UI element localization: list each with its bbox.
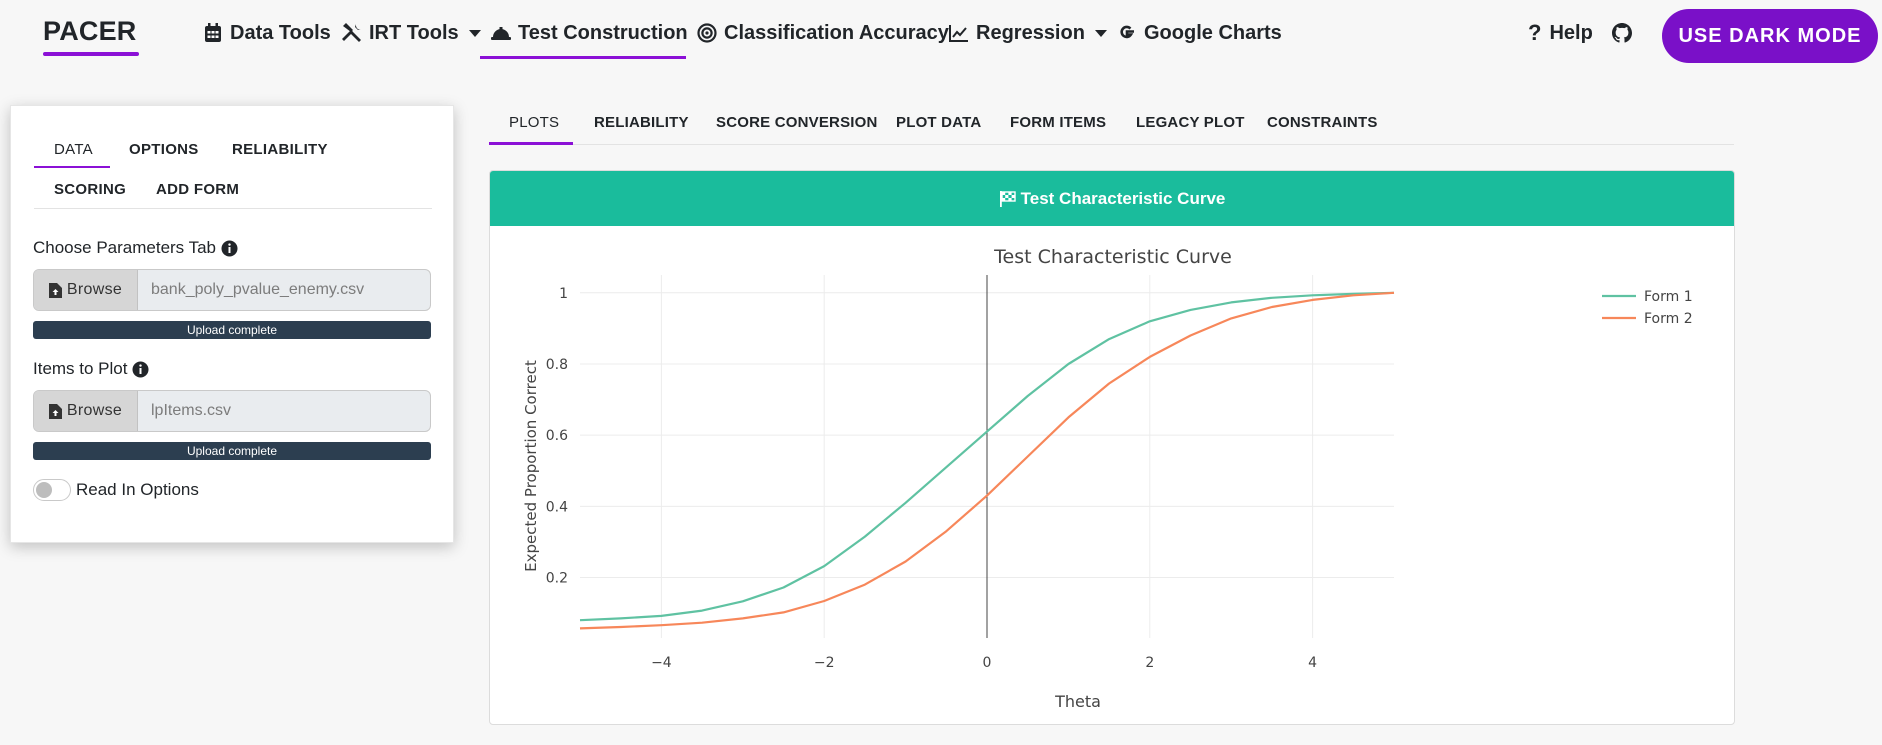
nav-classification-accuracy-label: Classification Accuracy xyxy=(724,21,949,44)
bullseye-icon xyxy=(696,22,718,44)
plot-panel: Test Characteristic Curve Test Character… xyxy=(489,170,1735,725)
y-tick-label: 1 xyxy=(559,286,568,302)
tab-plot-data[interactable]: PLOT DATA xyxy=(896,114,982,131)
y-tick-label: 0.8 xyxy=(546,357,568,373)
parameters-file-name[interactable]: bank_poly_pvalue_enemy.csv xyxy=(151,281,365,298)
main-tabs-divider xyxy=(489,144,1734,145)
legend-label-form-2[interactable]: Form 2 xyxy=(1644,311,1693,327)
brand-logo[interactable]: PACER xyxy=(43,16,137,46)
chevron-down-icon xyxy=(1094,29,1107,37)
info-icon[interactable] xyxy=(221,240,238,257)
items-to-plot-browse-button[interactable]: Browse xyxy=(34,391,138,431)
file-upload-icon xyxy=(48,403,62,419)
sidebar-tab-data[interactable]: DATA xyxy=(54,141,93,158)
items-to-plot-upload-progress: Upload complete xyxy=(33,442,431,460)
nav-data-tools-label: Data Tools xyxy=(230,21,331,44)
nav-classification-accuracy[interactable]: Classification Accuracy xyxy=(696,18,949,48)
y-axis-label: Expected Proportion Correct xyxy=(522,360,540,572)
legend-label-form-1[interactable]: Form 1 xyxy=(1644,289,1693,305)
x-tick-label: 4 xyxy=(1308,655,1317,671)
tab-plots[interactable]: PLOTS xyxy=(509,114,560,131)
plot-panel-title: Test Characteristic Curve xyxy=(1020,188,1226,208)
items-to-plot-file-input[interactable]: Browse lpItems.csv xyxy=(33,390,431,432)
nav-github[interactable] xyxy=(1611,18,1639,48)
chart-title: Test Characteristic Curve xyxy=(993,246,1232,268)
y-tick-label: 0.2 xyxy=(546,571,568,587)
chart-legend[interactable]: Form 1 Form 2 xyxy=(1602,289,1693,327)
sidebar-tab-options[interactable]: OPTIONS xyxy=(129,141,199,158)
x-tick-label: 2 xyxy=(1145,655,1154,671)
sidebar-tabs-divider xyxy=(34,208,432,209)
file-upload-icon xyxy=(48,282,62,298)
nav-test-construction[interactable]: Test Construction xyxy=(490,18,688,48)
top-navbar: PACER Data Tools IRT Tools Test Construc… xyxy=(0,0,1882,64)
line-chart-icon xyxy=(948,22,970,44)
y-tick-label: 0.4 xyxy=(546,499,568,515)
nav-irt-tools[interactable]: IRT Tools xyxy=(341,18,481,48)
google-icon xyxy=(1116,22,1138,44)
nav-test-construction-label: Test Construction xyxy=(518,21,688,44)
plot-panel-header: Test Characteristic Curve xyxy=(490,171,1734,226)
parameters-upload-progress: Upload complete xyxy=(33,321,431,339)
sidebar-tab-reliability[interactable]: RELIABILITY xyxy=(232,141,328,158)
sidebar-panel: DATA OPTIONS RELIABILITY SCORING ADD FOR… xyxy=(10,105,454,543)
nav-google-charts-label: Google Charts xyxy=(1144,21,1282,44)
items-to-plot-field-label: Items to Plot xyxy=(33,359,149,379)
read-in-options-label: Read In Options xyxy=(76,480,199,499)
tools-icon xyxy=(341,22,363,44)
sidebar-active-tab-indicator xyxy=(34,166,110,168)
chevron-down-icon xyxy=(468,29,481,37)
nav-regression-label: Regression xyxy=(976,21,1085,44)
question-icon: ? xyxy=(1528,20,1542,45)
brand-underline xyxy=(43,52,139,56)
sidebar-tab-scoring[interactable]: SCORING xyxy=(54,181,127,198)
toggle-knob xyxy=(36,482,52,498)
parameters-browse-label: Browse xyxy=(66,281,123,298)
nav-help-label: Help xyxy=(1549,21,1593,44)
nav-irt-tools-label: IRT Tools xyxy=(369,21,459,44)
nav-google-charts[interactable]: Google Charts xyxy=(1116,18,1282,48)
chart-axes: −4 −2 0 2 4 0.2 0.4 0.6 0.8 1 xyxy=(546,275,1317,671)
checkered-flag-icon xyxy=(999,190,1017,208)
tab-legacy-plot[interactable]: LEGACY PLOT xyxy=(1136,114,1245,131)
parameters-browse-button[interactable]: Browse xyxy=(34,270,138,310)
dark-mode-button[interactable]: USE DARK MODE xyxy=(1662,9,1878,63)
parameters-field-label: Choose Parameters Tab xyxy=(33,238,238,258)
nav-active-indicator xyxy=(480,56,686,59)
sidebar-tab-add-form[interactable]: ADD FORM xyxy=(156,181,240,198)
series-line-form-2[interactable] xyxy=(579,291,1395,630)
x-axis-label: Theta xyxy=(1054,692,1101,711)
tab-form-items[interactable]: FORM ITEMS xyxy=(1010,114,1107,131)
tab-constraints[interactable]: CONSTRAINTS xyxy=(1267,114,1378,131)
nav-regression[interactable]: Regression xyxy=(948,18,1107,48)
chart-series xyxy=(579,291,1395,630)
items-to-plot-label-text: Items to Plot xyxy=(33,359,128,378)
parameters-label-text: Choose Parameters Tab xyxy=(33,238,217,257)
calendar-icon xyxy=(202,22,224,44)
github-icon xyxy=(1611,22,1633,44)
tab-score-conversion[interactable]: SCORE CONVERSION xyxy=(716,114,878,131)
nav-data-tools[interactable]: Data Tools xyxy=(202,18,331,48)
items-to-plot-browse-label: Browse xyxy=(66,402,123,419)
hard-hat-icon xyxy=(490,22,512,44)
x-tick-label: 0 xyxy=(983,655,992,671)
nav-help[interactable]: ? Help xyxy=(1528,18,1593,48)
info-icon[interactable] xyxy=(132,361,149,378)
x-tick-label: −2 xyxy=(814,655,835,671)
test-characteristic-curve-chart[interactable]: Test Characteristic Curve −4 −2 0 2 4 0.2 0.4 0… xyxy=(490,226,1735,725)
items-to-plot-file-name[interactable]: lpItems.csv xyxy=(151,402,232,419)
x-tick-label: −4 xyxy=(651,655,672,671)
read-in-options-toggle[interactable] xyxy=(33,479,71,501)
series-line-form-1[interactable] xyxy=(579,291,1395,622)
y-tick-label: 0.6 xyxy=(546,428,568,444)
parameters-file-input[interactable]: Browse bank_poly_pvalue_enemy.csv xyxy=(33,269,431,311)
main-active-tab-indicator xyxy=(489,142,573,145)
tab-reliability[interactable]: RELIABILITY xyxy=(594,114,689,131)
